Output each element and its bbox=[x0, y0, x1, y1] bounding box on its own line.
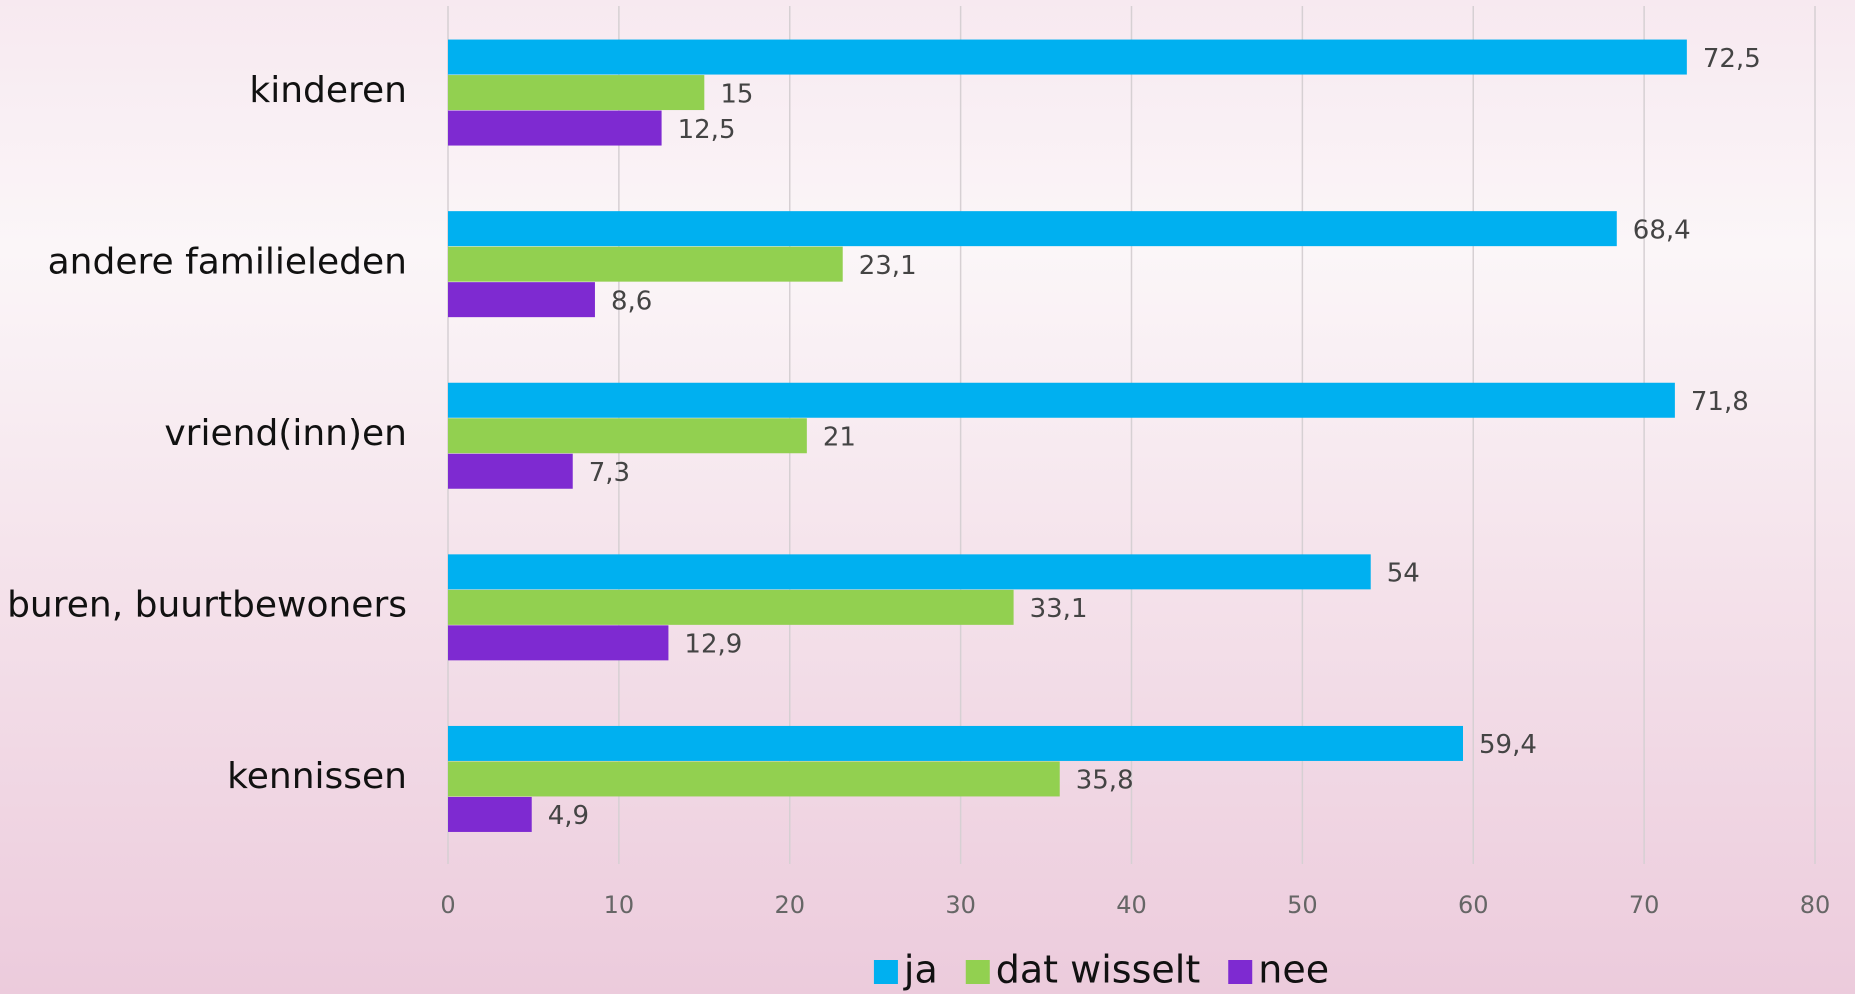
category-label: vriend(inn)en bbox=[164, 413, 407, 454]
value-label: 33,1 bbox=[1030, 594, 1088, 624]
x-tick-label: 70 bbox=[1629, 891, 1660, 919]
category-label: kinderen bbox=[249, 70, 407, 111]
bar bbox=[448, 761, 1060, 797]
bar bbox=[448, 725, 1463, 761]
value-label: 12,5 bbox=[678, 115, 736, 145]
legend-swatch bbox=[873, 960, 898, 984]
value-label: 54 bbox=[1387, 559, 1420, 589]
value-label: 68,4 bbox=[1633, 215, 1691, 245]
x-tick-label: 50 bbox=[1287, 891, 1318, 919]
x-tick-label: 10 bbox=[604, 891, 635, 919]
value-label: 21 bbox=[823, 423, 856, 453]
bar bbox=[448, 246, 843, 282]
value-label: 12,9 bbox=[684, 630, 742, 660]
category-label: buren, buurtbewoners bbox=[7, 585, 407, 626]
value-label: 15 bbox=[720, 79, 753, 109]
bar bbox=[448, 211, 1617, 247]
legend-swatch bbox=[1228, 960, 1253, 984]
legend-label: nee bbox=[1258, 948, 1329, 992]
value-label: 59,4 bbox=[1479, 730, 1537, 760]
x-tick-label: 30 bbox=[945, 891, 976, 919]
bar bbox=[448, 39, 1687, 75]
category-label: andere familieleden bbox=[48, 241, 407, 282]
x-tick-label: 0 bbox=[440, 891, 455, 919]
value-label: 8,6 bbox=[611, 286, 652, 316]
legend-swatch bbox=[965, 960, 990, 984]
category-label: kennissen bbox=[227, 756, 407, 797]
bar bbox=[448, 382, 1675, 418]
bar bbox=[448, 796, 532, 832]
value-label: 23,1 bbox=[859, 251, 917, 281]
bar bbox=[448, 554, 1371, 590]
value-label: 7,3 bbox=[589, 458, 630, 488]
legend-label: dat wisselt bbox=[996, 948, 1200, 992]
x-tick-label: 40 bbox=[1116, 891, 1147, 919]
bar bbox=[448, 453, 573, 489]
value-label: 71,8 bbox=[1691, 387, 1749, 417]
bar bbox=[448, 589, 1014, 625]
value-label: 4,9 bbox=[548, 801, 589, 831]
bar bbox=[448, 75, 705, 111]
bar bbox=[448, 625, 669, 661]
bar bbox=[448, 282, 595, 318]
x-tick-label: 80 bbox=[1800, 891, 1831, 919]
bar bbox=[448, 418, 807, 454]
bar bbox=[448, 110, 662, 146]
legend-label: ja bbox=[903, 948, 938, 992]
x-tick-label: 60 bbox=[1458, 891, 1489, 919]
value-label: 35,8 bbox=[1076, 766, 1134, 796]
value-label: 72,5 bbox=[1703, 44, 1761, 74]
x-tick-label: 20 bbox=[774, 891, 805, 919]
